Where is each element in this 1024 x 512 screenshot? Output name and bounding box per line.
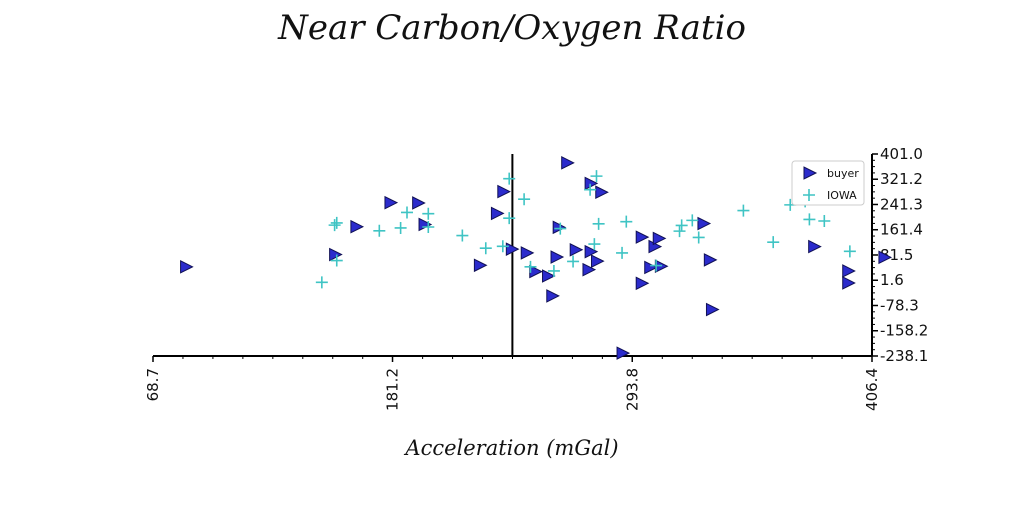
iowa-point xyxy=(330,216,343,229)
buyer-point xyxy=(878,250,893,265)
buyer-point xyxy=(584,176,599,191)
buyer-point xyxy=(595,185,609,200)
legend-label-buyer: buyer xyxy=(827,167,859,180)
iowa-point xyxy=(547,264,560,277)
chart-title: Near Carbon/Oxygen Ratio xyxy=(278,8,746,48)
buyer-point xyxy=(473,258,488,273)
buyer-point xyxy=(418,217,433,232)
y-tick-label: 241.3 xyxy=(880,195,923,213)
iowa-point xyxy=(620,215,633,228)
iowa-point xyxy=(315,276,328,289)
iowa-point xyxy=(590,170,603,183)
iowa-point xyxy=(456,229,469,242)
x-tick-label: 181.2 xyxy=(384,368,402,411)
iowa-point xyxy=(330,254,343,267)
buyer-point xyxy=(590,254,605,268)
buyer-point xyxy=(329,247,343,262)
iowa-point xyxy=(692,231,705,244)
x-tick-label: 68.7 xyxy=(144,368,162,401)
buyer-point xyxy=(616,346,631,360)
buyer-point xyxy=(384,195,399,210)
y-tick-label: -238.1 xyxy=(880,347,928,365)
buyer-point xyxy=(550,250,565,264)
buyer-point xyxy=(705,302,720,317)
legend-marker-buyer xyxy=(803,166,818,180)
buyer-point xyxy=(842,276,856,290)
y-tick-label: -78.3 xyxy=(880,296,919,314)
buyer-point xyxy=(546,289,560,303)
iowa-point xyxy=(616,246,629,259)
legend-marker-iowa xyxy=(803,189,815,201)
iowa-point xyxy=(567,255,580,268)
buyer-point xyxy=(569,242,584,257)
x-tick-label: 406.4 xyxy=(863,368,881,411)
y-tick-label: 161.4 xyxy=(880,221,923,239)
iowa-point xyxy=(518,193,531,206)
buyer-point xyxy=(808,239,822,254)
y-tick-label: 401.0 xyxy=(880,145,923,163)
iowa-point xyxy=(479,242,492,255)
iowa-point xyxy=(394,221,407,234)
iowa-point xyxy=(373,224,386,237)
iowa-point xyxy=(496,240,509,253)
buyer-point xyxy=(412,196,426,210)
iowa-point xyxy=(737,204,750,217)
iowa-point xyxy=(584,183,597,196)
iowa-point xyxy=(503,212,516,225)
x-axis-label: Acceleration (mGal) xyxy=(405,436,619,460)
buyer-point xyxy=(644,260,658,275)
iowa-point xyxy=(675,219,688,232)
iowa-point xyxy=(843,245,856,258)
iowa-point xyxy=(767,236,780,249)
x-tick-label: 293.8 xyxy=(623,368,641,411)
buyer-point xyxy=(582,262,597,277)
buyer-point xyxy=(561,156,575,170)
iowa-point xyxy=(422,207,435,220)
iowa-point xyxy=(803,213,816,226)
iowa-point xyxy=(554,222,567,235)
iowa-point xyxy=(650,259,663,272)
iowa-point xyxy=(686,214,699,227)
iowa-point xyxy=(592,217,605,230)
iowa-point xyxy=(422,221,435,234)
buyer-point xyxy=(635,276,650,291)
buyer-point xyxy=(697,216,712,231)
buyer-point xyxy=(652,231,667,246)
iowa-point xyxy=(328,219,341,232)
legend-label-iowa: IOWA xyxy=(827,189,857,202)
buyer-point xyxy=(542,269,556,283)
buyer-point xyxy=(350,219,365,234)
y-tick-label: 81.5 xyxy=(880,246,913,264)
buyer-point xyxy=(490,206,505,221)
buyer-point xyxy=(552,220,567,235)
buyer-point xyxy=(703,253,718,267)
iowa-point xyxy=(503,172,516,185)
y-tick-label: 1.6 xyxy=(880,271,904,289)
buyer-point xyxy=(842,264,856,278)
iowa-point xyxy=(673,225,686,238)
buyer-point xyxy=(505,242,520,256)
iowa-point xyxy=(588,238,601,251)
y-tick-label: 321.2 xyxy=(880,170,923,188)
iowa-point xyxy=(524,260,537,273)
buyer-point xyxy=(497,184,511,199)
buyer-point xyxy=(635,230,650,244)
buyer-point xyxy=(520,246,535,260)
iowa-point xyxy=(401,206,414,219)
y-tick-label: -158.2 xyxy=(880,322,928,340)
buyer-point xyxy=(180,260,194,274)
iowa-point xyxy=(818,215,831,228)
